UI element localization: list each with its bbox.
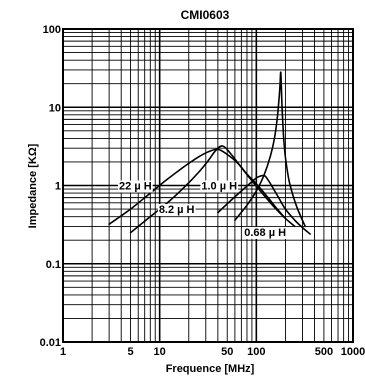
series-line-8-2h [129, 145, 296, 234]
series-label-background [157, 204, 196, 217]
series-label-22h: 22 µ H [119, 181, 152, 193]
x-tick-label: 50 [221, 346, 233, 358]
x-tick-label: 10 [154, 346, 166, 358]
x-tick-label: 100 [247, 346, 265, 358]
x-tick-label: 500 [315, 346, 333, 358]
grid [63, 29, 353, 342]
tick-labels: 1 5 10 50 100 500 1000 100 10 1 0.1 0.01 [40, 24, 365, 358]
x-tick-label: 5 [128, 346, 134, 358]
plot-frame [62, 28, 354, 343]
curve-labels: 22 µ H 8.2 µ H 1.0 µ H 0.68 µ H [118, 180, 288, 239]
y-tick-label: 100 [43, 24, 61, 36]
y-tick-label: 10 [49, 102, 61, 114]
y-tick-label: 1 [55, 181, 61, 193]
x-tick-label: 1000 [341, 346, 365, 358]
series-label-0-68h: 0.68 µ H [244, 227, 286, 239]
series-group [108, 71, 311, 235]
y-tick-label: 0.01 [40, 337, 61, 349]
series-label-background [243, 226, 288, 239]
x-axis-label: Frequence [MHz] [166, 363, 255, 375]
y-tick-label: 0.1 [46, 259, 61, 271]
series-label-background [118, 180, 153, 193]
chart-title: CMI0603 [181, 8, 230, 22]
series-label-8-2h: 8.2 µ H [159, 204, 195, 216]
y-axis-label: Impedance [KΩ] [27, 143, 39, 228]
series-label-background [200, 180, 239, 193]
series-label-1-0h: 1.0 µ H [201, 181, 237, 193]
x-tick-label: 1 [60, 346, 66, 358]
series-line-0-68h [234, 71, 306, 228]
